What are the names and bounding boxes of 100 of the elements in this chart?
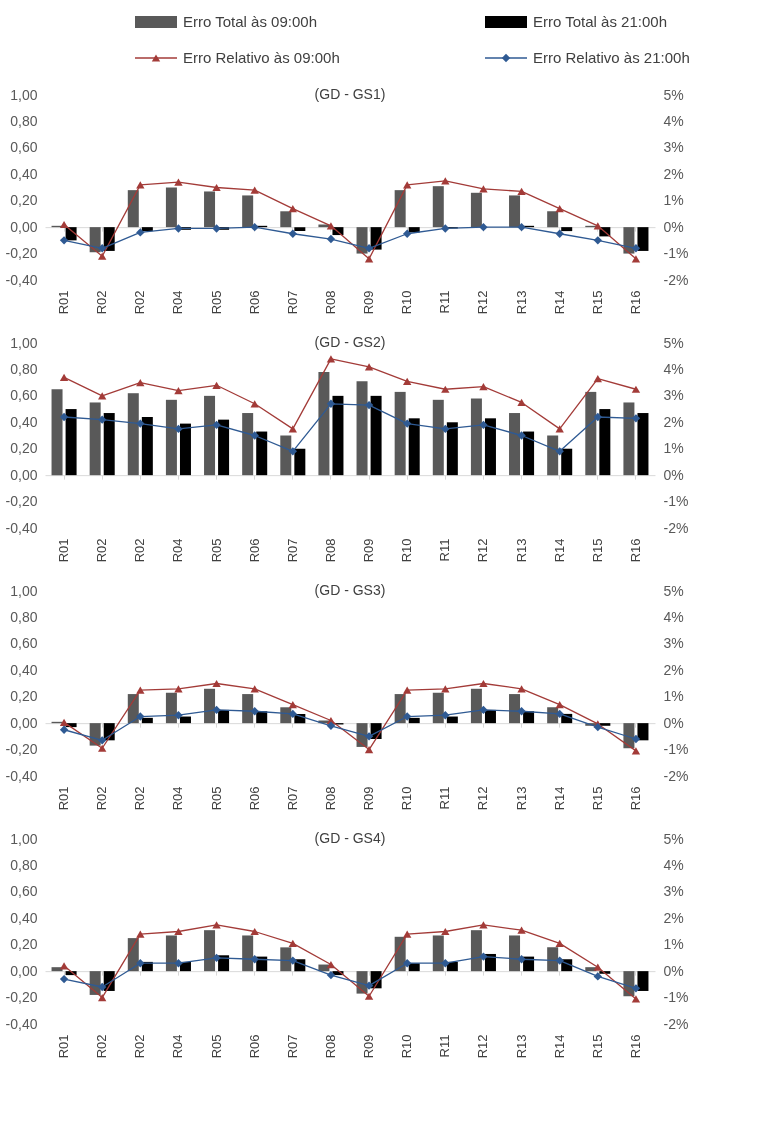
- y-tick-label: 0,00: [10, 962, 38, 979]
- x-tick-label: R04: [170, 1034, 186, 1059]
- x-tick-label: R12: [475, 538, 491, 563]
- y-tick-label: 0,60: [10, 139, 38, 156]
- x-tick-label: R08: [322, 786, 338, 811]
- y2-tick-label: 4%: [663, 112, 684, 129]
- y2-tick-label: 5%: [663, 334, 684, 351]
- y-tick-label: 0,40: [10, 661, 38, 678]
- y2-tick-label: -1%: [663, 989, 689, 1006]
- y2-tick-label: 1%: [663, 192, 684, 209]
- x-tick-label: R06: [246, 290, 262, 315]
- y2-tick-label: 4%: [663, 856, 684, 873]
- y2-tick-label: 3%: [663, 139, 684, 156]
- x-tick-label: R05: [208, 1034, 224, 1059]
- x-tick-label: R09: [361, 290, 377, 315]
- y2-tick-label: 2%: [663, 413, 684, 430]
- y2-tick-label: 5%: [663, 830, 684, 847]
- x-tick-label: R16: [627, 786, 643, 811]
- x-tick-label: R12: [475, 1034, 491, 1059]
- x-tick-label: R07: [284, 538, 300, 563]
- y2-tick-label: 5%: [663, 582, 684, 599]
- y2-tick-label: 4%: [663, 608, 684, 625]
- x-tick-label: R02: [132, 538, 148, 563]
- y2-tick-label: 0%: [663, 714, 684, 731]
- y-tick-label: 0,80: [10, 856, 38, 873]
- y2-tick-label: 2%: [663, 165, 684, 182]
- y-tick-label: 0,40: [10, 165, 38, 182]
- y-tick-label: 0,00: [10, 218, 38, 235]
- x-tick-label: R02: [94, 538, 110, 563]
- y-tick-label: 0,00: [10, 466, 38, 483]
- x-tick-label: R16: [627, 538, 643, 563]
- x-tick-label: R05: [208, 538, 224, 563]
- x-tick-label: R15: [589, 1034, 605, 1059]
- y-tick-label: 0,40: [10, 909, 38, 926]
- y2-tick-label: -2%: [663, 519, 689, 536]
- x-tick-label: R10: [399, 538, 415, 563]
- y-tick-label: 0,40: [10, 413, 38, 430]
- x-tick-label: R07: [284, 786, 300, 811]
- x-tick-label: R02: [132, 786, 148, 811]
- x-tick-label: R10: [399, 786, 415, 811]
- x-tick-label: R14: [551, 786, 567, 811]
- y2-tick-label: 5%: [663, 86, 684, 103]
- y-tick-label: 1,00: [10, 830, 38, 847]
- x-tick-label: R11: [437, 786, 453, 810]
- y2-tick-label: 0%: [663, 218, 684, 235]
- x-tick-label: R14: [551, 290, 567, 315]
- x-tick-label: R04: [170, 538, 186, 563]
- x-tick-label: R09: [361, 1034, 377, 1059]
- y2-tick-label: 3%: [663, 883, 684, 900]
- x-tick-label: R08: [322, 1034, 338, 1059]
- chart-title: (GD - GS3): [314, 582, 386, 598]
- x-tick-label: R15: [589, 290, 605, 315]
- y-tick-label: 0,20: [10, 936, 38, 953]
- x-tick-label: R09: [361, 786, 377, 811]
- y-tick-label: 0,80: [10, 112, 38, 129]
- x-tick-label: R07: [284, 290, 300, 315]
- x-tick-label: R01: [56, 1034, 72, 1059]
- y-tick-label: -0,20: [5, 989, 38, 1006]
- y2-tick-label: 1%: [663, 440, 684, 457]
- y-tick-label: 1,00: [10, 86, 38, 103]
- x-tick-label: R08: [322, 538, 338, 563]
- x-tick-label: R02: [94, 290, 110, 315]
- y-tick-label: -0,20: [5, 245, 38, 262]
- y-tick-label: -0,40: [5, 1015, 38, 1032]
- x-tick-label: R13: [513, 290, 529, 315]
- y2-tick-label: -1%: [663, 493, 689, 510]
- x-tick-label: R01: [56, 538, 72, 563]
- y-tick-label: 0,80: [10, 608, 38, 625]
- x-tick-label: R13: [513, 538, 529, 563]
- x-tick-label: R09: [361, 538, 377, 563]
- x-tick-label: R15: [589, 786, 605, 811]
- y2-tick-label: 3%: [663, 387, 684, 404]
- chart-title: (GD - GS2): [314, 334, 386, 350]
- y2-tick-label: 4%: [663, 360, 684, 377]
- y-tick-label: -0,40: [5, 271, 38, 288]
- x-tick-label: R06: [246, 786, 262, 811]
- x-tick-label: R06: [246, 1034, 262, 1059]
- y-tick-label: -0,40: [5, 519, 38, 536]
- x-tick-label: R02: [132, 1034, 148, 1059]
- legend-label: Erro Relativo às 21:00h: [533, 49, 690, 66]
- x-tick-label: R05: [208, 786, 224, 811]
- y-tick-label: 0,60: [10, 387, 38, 404]
- x-tick-label: R02: [94, 786, 110, 811]
- x-tick-label: R11: [437, 1034, 453, 1058]
- legend-label: Erro Total às 09:00h: [183, 13, 317, 30]
- x-tick-label: R10: [399, 290, 415, 315]
- y2-tick-label: 0%: [663, 466, 684, 483]
- y2-tick-label: 0%: [663, 962, 684, 979]
- y-tick-label: 0,20: [10, 192, 38, 209]
- y-tick-label: 0,80: [10, 360, 38, 377]
- x-tick-label: R08: [322, 290, 338, 315]
- x-tick-label: R04: [170, 786, 186, 811]
- x-tick-label: R02: [132, 290, 148, 315]
- x-tick-label: R10: [399, 1034, 415, 1059]
- x-tick-label: R13: [513, 1034, 529, 1059]
- x-tick-label: R01: [56, 786, 72, 811]
- x-tick-label: R05: [208, 290, 224, 315]
- x-tick-label: R14: [551, 1034, 567, 1059]
- y-tick-label: -0,20: [5, 493, 38, 510]
- x-tick-label: R06: [246, 538, 262, 563]
